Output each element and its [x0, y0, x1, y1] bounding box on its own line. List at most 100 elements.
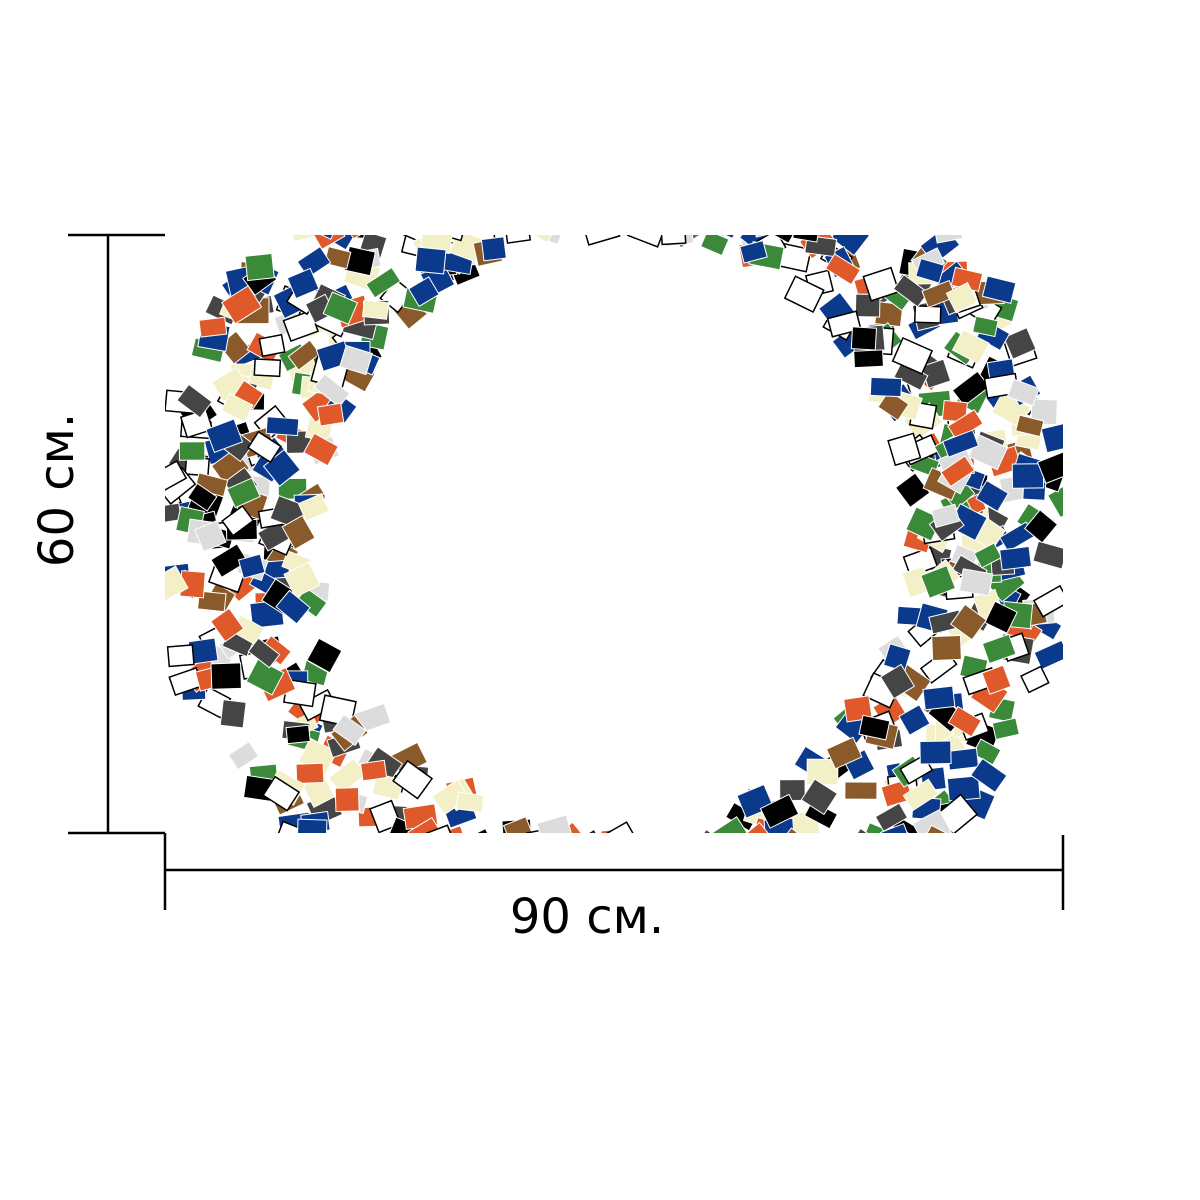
book-icon [951, 370, 991, 407]
book-icon [877, 390, 910, 421]
book-icon [226, 477, 261, 509]
book-icon [1003, 327, 1037, 360]
book-icon [328, 757, 367, 795]
book-icon [220, 392, 254, 423]
book-icon [759, 793, 800, 829]
book-icon [287, 339, 321, 371]
book-icon [285, 724, 311, 745]
book-icon [339, 344, 374, 376]
book-icon [186, 482, 218, 512]
book-icon [332, 714, 367, 747]
book-icon [800, 778, 839, 816]
book-icon [783, 275, 825, 313]
book-icon [414, 246, 447, 275]
book-icon [853, 349, 884, 369]
book-icon [1011, 463, 1045, 489]
width-dimension: 90 см. [163, 833, 1065, 945]
book-icon [750, 235, 786, 238]
book-icon [296, 818, 328, 833]
book-icon [792, 235, 821, 243]
book-icon [659, 235, 687, 246]
book-icon [892, 274, 929, 308]
book-icon [951, 328, 990, 365]
book-icon [526, 828, 555, 833]
book-icon [253, 358, 282, 378]
book-icon [678, 834, 702, 861]
book-icon [176, 383, 213, 419]
book-icon [178, 441, 206, 461]
book-icon [958, 568, 994, 597]
book-icon [193, 519, 227, 553]
book-icon [946, 747, 980, 771]
book-icon [981, 664, 1012, 695]
book-icon [1030, 398, 1058, 426]
book-icon [738, 821, 773, 833]
book-icon [1020, 665, 1050, 694]
book-icon [710, 816, 751, 833]
book-icon [196, 590, 227, 613]
book-icon [1032, 540, 1063, 570]
book-icon [941, 399, 968, 423]
book-icon [879, 663, 916, 700]
book-icon [360, 759, 388, 782]
book-icon [902, 778, 939, 812]
book-icon [695, 828, 732, 833]
book-icon [306, 637, 343, 674]
book-icon [893, 831, 931, 833]
book-icon [850, 326, 878, 351]
book-icon [407, 816, 443, 833]
book-icon [916, 828, 951, 833]
book-icon [247, 430, 282, 464]
book-icon [221, 285, 263, 325]
book-icon [973, 542, 1003, 569]
book-icon [334, 787, 360, 813]
book-icon [975, 479, 1009, 513]
book-icon [210, 543, 249, 578]
book-icon [947, 705, 982, 738]
book-icon [932, 235, 964, 244]
book-icon [365, 266, 402, 299]
book-icon [459, 827, 498, 833]
book-icon [1040, 421, 1063, 454]
book-icon [275, 589, 311, 625]
book-icon [210, 607, 245, 643]
book-icon [1032, 584, 1063, 618]
book-icon [392, 759, 434, 800]
book-icon [453, 837, 479, 857]
book-icon [981, 275, 1017, 304]
book-icon [503, 235, 532, 244]
book-icon [407, 276, 440, 308]
book-icon [322, 291, 359, 325]
book-icon [824, 253, 862, 286]
book-icon [1015, 414, 1045, 438]
book-icon [919, 740, 952, 765]
book-icon [283, 561, 321, 598]
book-icon [891, 336, 934, 375]
width-label: 90 см. [510, 889, 664, 945]
height-label: 60 см. [29, 413, 85, 567]
book-icon [244, 252, 275, 282]
book-icon [921, 824, 955, 833]
book-icon [1033, 639, 1063, 671]
book-icon [237, 553, 266, 579]
book-ring [165, 235, 1063, 864]
book-icon [942, 429, 980, 458]
book-icon [597, 235, 629, 236]
book-icon [869, 376, 903, 398]
book-icon [344, 235, 376, 240]
book-icon [536, 814, 574, 833]
book-icon [287, 235, 321, 243]
book-icon [262, 775, 301, 812]
book-icon [258, 333, 286, 358]
book-icon [455, 235, 490, 239]
book-icon [921, 279, 957, 309]
book-icon [970, 757, 1008, 794]
book-icon [307, 235, 343, 240]
book-icon [922, 685, 956, 711]
book-icon [605, 834, 640, 864]
book-icon [1036, 450, 1063, 485]
book-icon [949, 603, 988, 641]
book-icon [313, 373, 351, 408]
